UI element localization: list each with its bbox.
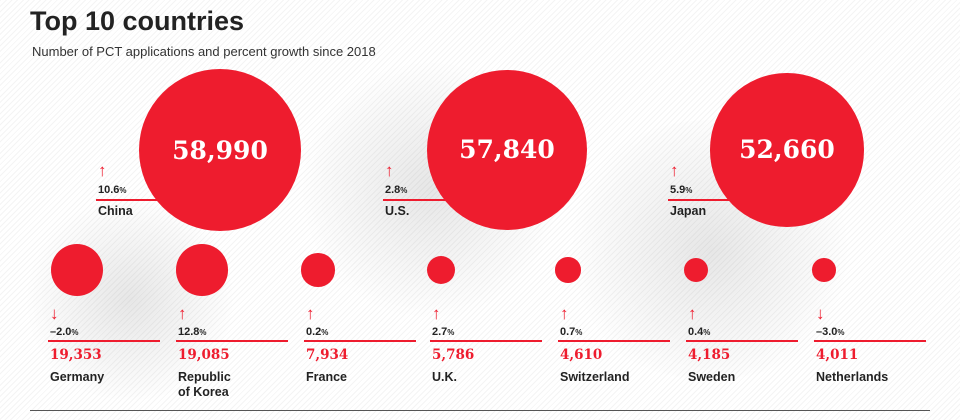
divider-rule xyxy=(48,340,160,342)
arrow-up-icon: ↑ xyxy=(385,161,394,180)
country-label-germany: Germany xyxy=(50,370,105,384)
percent-sign: % xyxy=(119,186,127,195)
application-count-sweden: 4,185 xyxy=(688,347,731,363)
bubble-value-label: 57,840 xyxy=(459,135,555,165)
bubble-netherlands xyxy=(812,258,836,282)
bubble-germany xyxy=(51,244,103,296)
chart-subtitle: Number of PCT applications and percent g… xyxy=(32,44,376,59)
percent-sign: % xyxy=(685,186,693,195)
bubble-u-k xyxy=(426,255,456,285)
arrow-up-icon: ↑ xyxy=(688,304,697,323)
country-label-switzerland: Switzerland xyxy=(560,370,630,384)
arrow-up-icon: ↑ xyxy=(98,161,107,180)
growth-label-japan: 5.9% xyxy=(670,184,693,196)
bubble-u-s: 57,840 xyxy=(426,69,588,231)
growth-label-u-s: 2.8% xyxy=(385,184,408,196)
divider-rule xyxy=(558,340,670,342)
country-label-u-k: U.K. xyxy=(432,370,457,384)
country-label-republic-of-korea: Republic of Korea xyxy=(178,370,231,399)
country-label-netherlands: Netherlands xyxy=(816,370,889,384)
country-label-china: China xyxy=(98,204,133,218)
arrow-up-icon: ↑ xyxy=(670,161,679,180)
arrow-down-icon: ↓ xyxy=(50,304,59,323)
application-count-france: 7,934 xyxy=(306,347,349,363)
bubble-switzerland xyxy=(555,257,581,283)
percent-sign: % xyxy=(71,328,79,337)
background-texture-blob xyxy=(20,200,240,400)
growth-label-netherlands: –3.0% xyxy=(816,326,845,338)
growth-label-switzerland: 0.7% xyxy=(560,326,583,338)
growth-label-u-k: 2.7% xyxy=(432,326,455,338)
bottom-divider xyxy=(30,410,930,411)
application-count-netherlands: 4,011 xyxy=(816,347,859,363)
bubble-sweden xyxy=(683,257,709,283)
divider-rule xyxy=(176,340,288,342)
percent-sign: % xyxy=(199,328,207,337)
country-label-france: France xyxy=(306,370,347,384)
percent-sign: % xyxy=(703,328,711,337)
growth-label-sweden: 0.4% xyxy=(688,326,711,338)
growth-label-china: 10.6% xyxy=(98,184,127,196)
bubble-japan: 52,660 xyxy=(710,73,864,227)
bubble-value-label: 52,660 xyxy=(739,135,835,165)
divider-rule xyxy=(668,199,785,201)
percent-sign: % xyxy=(321,328,329,337)
arrow-up-icon: ↑ xyxy=(432,304,441,323)
divider-rule xyxy=(814,340,926,342)
percent-sign: % xyxy=(575,328,583,337)
divider-rule xyxy=(686,340,798,342)
application-count-switzerland: 4,610 xyxy=(560,347,603,363)
percent-sign: % xyxy=(447,328,455,337)
divider-rule xyxy=(430,340,542,342)
application-count-germany: 19,353 xyxy=(50,347,102,363)
percent-sign: % xyxy=(837,328,845,337)
bubble-china: 58,990 xyxy=(139,69,301,231)
country-label-japan: Japan xyxy=(670,204,707,218)
country-label-u-s: U.S. xyxy=(385,204,410,218)
arrow-up-icon: ↑ xyxy=(178,304,187,323)
percent-sign: % xyxy=(400,186,408,195)
growth-label-france: 0.2% xyxy=(306,326,329,338)
arrow-up-icon: ↑ xyxy=(560,304,569,323)
application-count-u-k: 5,786 xyxy=(432,347,475,363)
arrow-up-icon: ↑ xyxy=(306,304,315,323)
divider-rule xyxy=(304,340,416,342)
bubble-france xyxy=(301,253,335,287)
bubble-republic-of-korea xyxy=(176,244,228,296)
growth-label-germany: –2.0% xyxy=(50,326,79,338)
bubble-value-label: 58,990 xyxy=(172,135,268,165)
growth-label-republic-of-korea: 12.8% xyxy=(178,326,207,338)
arrow-down-icon: ↓ xyxy=(816,304,825,323)
application-count-republic-of-korea: 19,085 xyxy=(178,347,230,363)
chart-title: Top 10 countries xyxy=(30,6,245,36)
country-label-sweden: Sweden xyxy=(688,370,736,384)
